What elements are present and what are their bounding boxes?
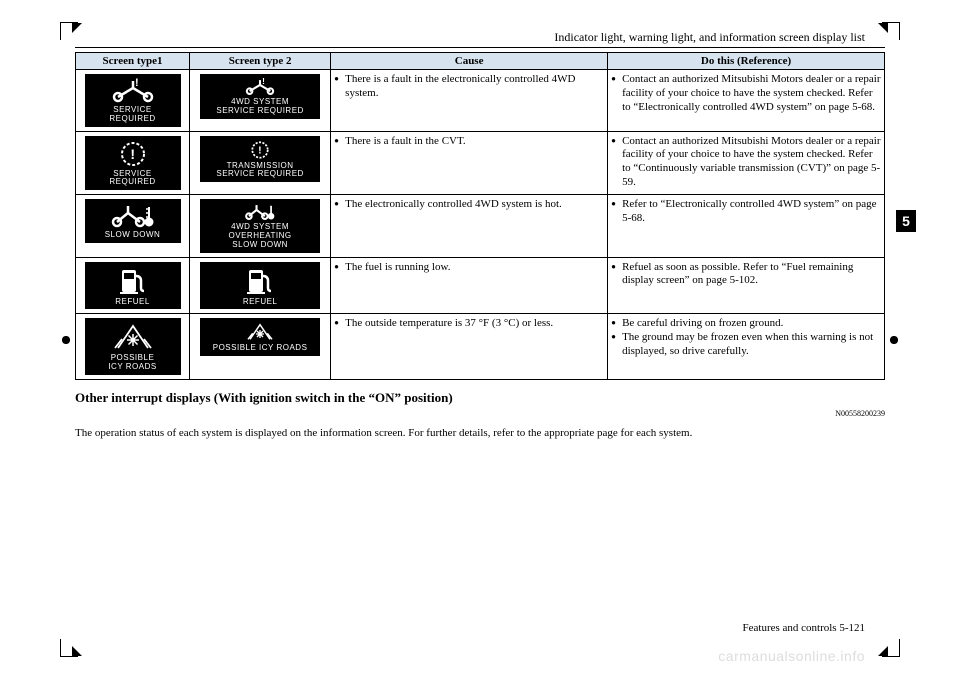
warning-screen-icon: ! TRANSMISSION SERVICE REQUIRED xyxy=(200,136,320,183)
reference-cell: Be careful driving on frozen ground.The … xyxy=(608,314,885,380)
fold-mark-left xyxy=(58,332,74,348)
icon-caption: SLOW DOWN xyxy=(87,231,179,240)
screen-type-1-cell: POSSIBLE ICY ROADS xyxy=(76,314,190,380)
warning-screen-icon: POSSIBLE ICY ROADS xyxy=(200,318,320,356)
chapter-thumb-tab: 5 xyxy=(896,210,916,232)
reference-cell: Refuel as soon as possible. Refer to “Fu… xyxy=(608,257,885,314)
screen-type-1-cell: REFUEL xyxy=(76,257,190,314)
screen-type-2-cell: ! 4WD SYSTEM SERVICE REQUIRED xyxy=(190,70,331,132)
warning-screen-icon: POSSIBLE ICY ROADS xyxy=(85,318,181,375)
svg-text:!: ! xyxy=(258,144,262,156)
screen-type-2-cell: POSSIBLE ICY ROADS xyxy=(190,314,331,380)
reference-cell: Contact an authorized Mitsubishi Motors … xyxy=(608,70,885,132)
screen-type-1-cell: ! SERVICE REQUIRED xyxy=(76,131,190,195)
cause-item: There is a fault in the CVT. xyxy=(334,135,604,149)
screen-type-2-cell: ! TRANSMISSION SERVICE REQUIRED xyxy=(190,131,331,195)
cause-cell: The fuel is running low. xyxy=(331,257,608,314)
warning-screen-icon: ! SERVICE REQUIRED xyxy=(85,136,181,191)
icon-caption: 4WD SYSTEM OVERHEATING SLOW DOWN xyxy=(202,223,318,249)
svg-text:!: ! xyxy=(135,78,139,89)
cause-cell: There is a fault in the CVT. xyxy=(331,131,608,195)
screen-type-2-cell: REFUEL xyxy=(190,257,331,314)
icon-caption: REFUEL xyxy=(202,298,318,307)
page-header: Indicator light, warning light, and info… xyxy=(75,30,885,48)
document-number: N00558200239 xyxy=(75,409,885,418)
reference-item: Contact an authorized Mitsubishi Motors … xyxy=(611,135,881,190)
crop-wedge xyxy=(878,23,888,33)
icon-caption: POSSIBLE ICY ROADS xyxy=(87,354,179,372)
screen-type-1-cell: SLOW DOWN xyxy=(76,195,190,257)
warning-screen-icon: ! SERVICE REQUIRED xyxy=(85,74,181,127)
cause-cell: There is a fault in the electronically c… xyxy=(331,70,608,132)
reference-cell: Contact an authorized Mitsubishi Motors … xyxy=(608,131,885,195)
cause-item: The fuel is running low. xyxy=(334,261,604,275)
crop-wedge xyxy=(878,646,888,656)
reference-item: The ground may be frozen even when this … xyxy=(611,331,881,359)
warning-screen-icon: ! 4WD SYSTEM SERVICE REQUIRED xyxy=(200,74,320,119)
watermark: carmanualsonline.info xyxy=(718,648,865,664)
col-header: Screen type1 xyxy=(76,53,190,70)
warning-screen-icon: REFUEL xyxy=(200,262,320,310)
cause-item: The outside temperature is 37 °F (3 °C) … xyxy=(334,317,604,331)
cause-cell: The outside temperature is 37 °F (3 °C) … xyxy=(331,314,608,380)
screen-type-2-cell: 4WD SYSTEM OVERHEATING SLOW DOWN xyxy=(190,195,331,257)
icon-caption: SERVICE REQUIRED xyxy=(87,106,179,124)
cause-item: There is a fault in the electronically c… xyxy=(334,73,604,101)
reference-item: Be careful driving on frozen ground. xyxy=(611,317,881,331)
cause-item: The electronically controlled 4WD system… xyxy=(334,198,604,212)
crop-wedge xyxy=(72,23,82,33)
icon-caption: TRANSMISSION SERVICE REQUIRED xyxy=(202,162,318,180)
icon-caption: 4WD SYSTEM SERVICE REQUIRED xyxy=(202,98,318,116)
reference-item: Contact an authorized Mitsubishi Motors … xyxy=(611,73,881,114)
warning-screen-icon: SLOW DOWN xyxy=(85,199,181,243)
warning-screen-icon: 4WD SYSTEM OVERHEATING SLOW DOWN xyxy=(200,199,320,252)
body-paragraph: The operation status of each system is d… xyxy=(75,426,885,440)
reference-item: Refer to “Electronically controlled 4WD … xyxy=(611,198,881,226)
col-header: Screen type 2 xyxy=(190,53,331,70)
col-header: Do this (Reference) xyxy=(608,53,885,70)
warning-table: Screen type1 Screen type 2 Cause Do this… xyxy=(75,52,885,380)
svg-text:!: ! xyxy=(262,78,265,86)
icon-caption: POSSIBLE ICY ROADS xyxy=(202,344,318,353)
svg-text:!: ! xyxy=(130,146,135,162)
screen-type-1-cell: ! SERVICE REQUIRED xyxy=(76,70,190,132)
col-header: Cause xyxy=(331,53,608,70)
warning-screen-icon: REFUEL xyxy=(85,262,181,310)
crop-wedge xyxy=(72,646,82,656)
fold-mark-right xyxy=(886,332,902,348)
reference-cell: Refer to “Electronically controlled 4WD … xyxy=(608,195,885,257)
reference-item: Refuel as soon as possible. Refer to “Fu… xyxy=(611,261,881,289)
cause-cell: The electronically controlled 4WD system… xyxy=(331,195,608,257)
icon-caption: REFUEL xyxy=(87,298,179,307)
icon-caption: SERVICE REQUIRED xyxy=(87,170,179,188)
page-footer: Features and controls 5-121 xyxy=(743,622,866,634)
section-subhead: Other interrupt displays (With ignition … xyxy=(75,390,885,406)
